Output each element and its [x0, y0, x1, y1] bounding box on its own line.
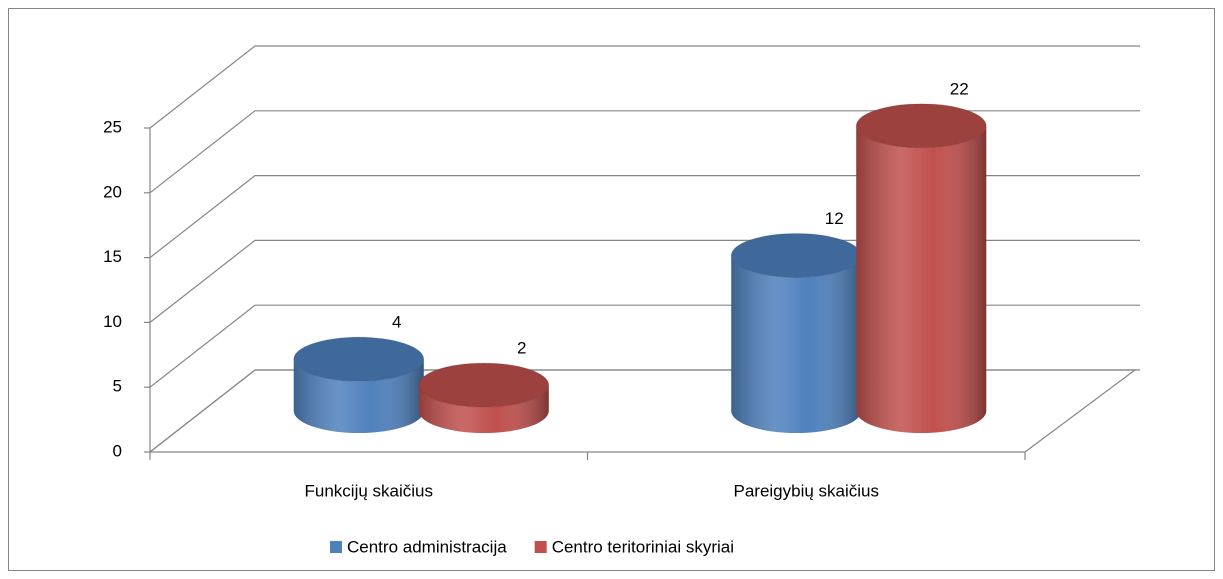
- y-tick-label: 0: [113, 441, 122, 460]
- cylinder-top-shade: [418, 363, 549, 408]
- cylinder-shade: [731, 255, 862, 433]
- y-tick-label: 25: [103, 117, 122, 136]
- data-label: 2: [517, 339, 526, 358]
- x-tick-label: Pareigybių skaičius: [733, 481, 879, 500]
- cylinder-top-shade: [856, 103, 987, 148]
- data-label: 4: [392, 313, 401, 332]
- grid-line: [149, 175, 1140, 259]
- data-label: 12: [825, 209, 844, 228]
- y-tick-label: 5: [113, 377, 122, 396]
- y-tick-label: 10: [103, 312, 122, 331]
- cylinder-shade: [856, 125, 987, 433]
- legend-label: Centro teritoriniai skyriai: [552, 537, 734, 556]
- cylinder-shade: [293, 359, 424, 433]
- cylinder-top: [293, 336, 425, 382]
- cylinder-top: [855, 103, 987, 149]
- grid-line: [149, 239, 1140, 323]
- legend-swatch: [330, 541, 342, 553]
- cylinder-top: [418, 362, 550, 408]
- cylinder-top-shade: [731, 233, 862, 278]
- chart-frame: [8, 8, 1215, 571]
- legend-swatch: [534, 541, 547, 553]
- data-label: 22: [950, 79, 969, 98]
- grid-line: [149, 110, 1140, 194]
- legend-label: Centro administracija: [347, 537, 507, 556]
- cylinder-shade: [418, 385, 549, 433]
- cylinder-top-shade: [293, 337, 424, 382]
- y-tick-label: 20: [103, 182, 122, 201]
- x-tick-label: Funkcijų skaičius: [305, 481, 434, 500]
- grid-line: [149, 45, 1140, 129]
- y-tick-label: 15: [103, 247, 122, 266]
